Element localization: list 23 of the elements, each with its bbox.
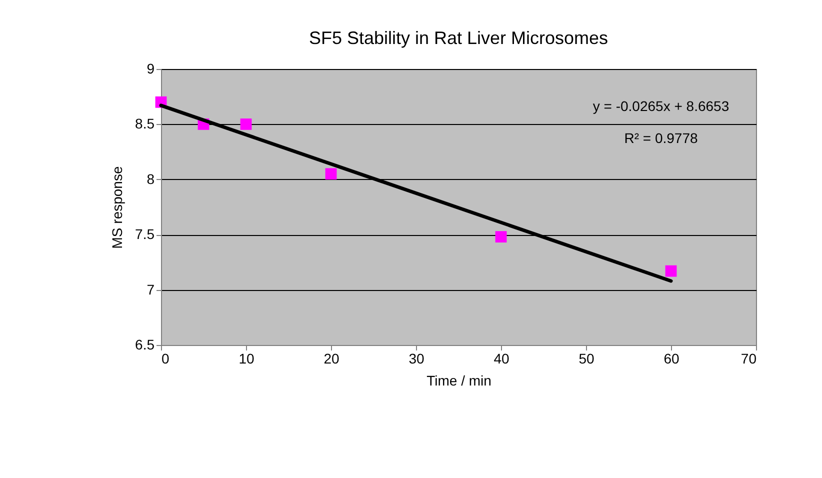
y-axis-title: MS response — [109, 166, 126, 249]
point — [665, 265, 677, 277]
x-tick-label: 40 — [494, 350, 510, 366]
point — [240, 118, 252, 130]
x-tick-label: 30 — [408, 350, 424, 366]
x-tick-label: 0 — [162, 350, 170, 366]
point — [325, 168, 337, 180]
chart-title: SF5 Stability in Rat Liver Microsomes — [308, 28, 608, 48]
y-tick-label: 8 — [146, 170, 155, 187]
x-tick-label: 20 — [324, 350, 340, 366]
y-tick-label: 7.5 — [135, 226, 155, 242]
y-tick-label: 7 — [146, 281, 155, 298]
annotation: R² = 0.9778 — [624, 130, 698, 146]
x-tick-label: 10 — [238, 350, 254, 366]
y-tick-label: 8.5 — [135, 116, 155, 132]
x-tick-label: 60 — [664, 350, 680, 366]
annotation: y = -0.0265x + 8.6653 — [592, 98, 730, 114]
x-axis-title: Time / min — [426, 372, 492, 388]
point — [495, 231, 507, 243]
y-tick-label: 6.5 — [135, 336, 155, 352]
x-tick-label: 70 — [740, 350, 757, 366]
x-tick-label: 50 — [578, 350, 594, 366]
y-tick-label: 9 — [146, 60, 155, 76]
